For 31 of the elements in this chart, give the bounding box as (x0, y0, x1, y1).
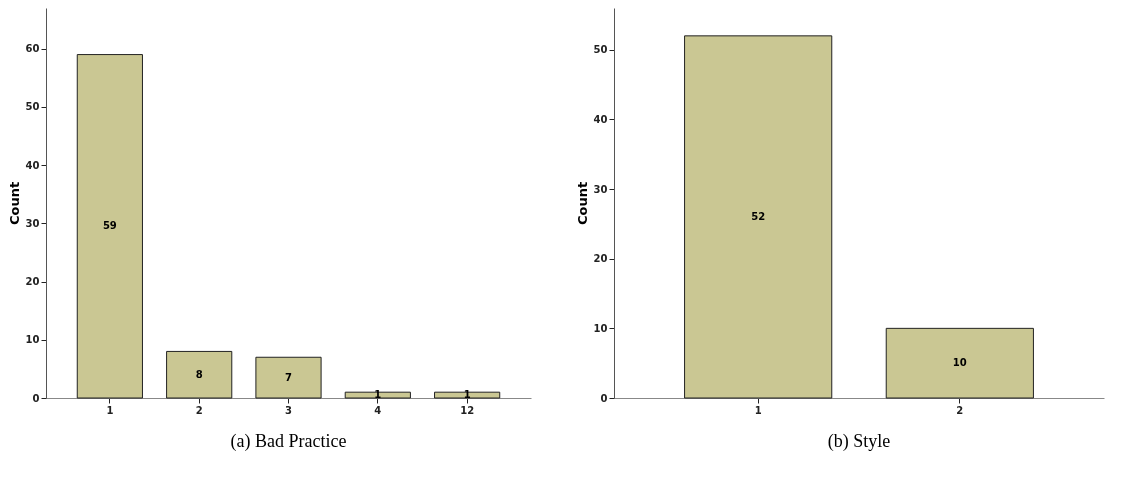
y-tick-label: 40 (25, 159, 40, 171)
y-tick-label: 50 (25, 101, 40, 113)
x-tick-label: 3 (285, 404, 293, 416)
data-label: 1 (463, 389, 471, 401)
data-label: 1 (374, 389, 382, 401)
y-tick-label: 20 (593, 253, 608, 265)
y-tick-label: 10 (593, 322, 608, 334)
y-tick-label: 50 (593, 44, 608, 56)
x-tick-label: 4 (374, 404, 382, 416)
y-tick-label: 0 (600, 392, 608, 404)
x-tick-label: 2 (956, 404, 964, 416)
x-tick-label: 2 (195, 404, 203, 416)
text: (a) Bad Practice (230, 431, 347, 452)
x-tick-label: 1 (754, 404, 762, 416)
y-tick-label: 30 (25, 217, 40, 229)
y-tick-label: 0 (32, 392, 40, 404)
data-label: 52 (751, 210, 766, 222)
data-label: 8 (195, 368, 203, 380)
y-tick-label: 30 (593, 183, 608, 195)
y-axis-title: Count (6, 181, 22, 226)
x-tick-label: 1 (106, 404, 114, 416)
text: (b) Style (827, 431, 891, 452)
y-tick-label: 10 (25, 334, 40, 346)
y-tick-label: 60 (25, 43, 40, 55)
y-tick-label: 40 (593, 113, 608, 125)
y-axis-title: Count (574, 181, 590, 226)
data-label: 10 (952, 357, 967, 369)
x-tick-label: 12 (460, 404, 475, 416)
data-label: 59 (102, 220, 117, 232)
y-tick-label: 20 (25, 276, 40, 288)
data-label: 7 (285, 371, 293, 383)
